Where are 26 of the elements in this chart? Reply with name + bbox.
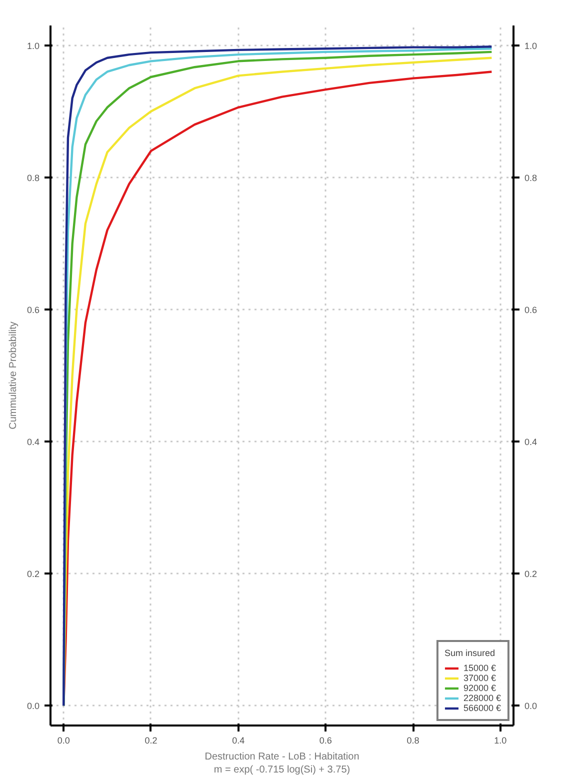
y2-tick-label: 0.8	[524, 172, 538, 183]
y2-tick-label: 0.4	[524, 437, 538, 448]
legend-label: 37000 €	[463, 673, 496, 683]
x-tick-label: 0.6	[319, 736, 332, 746]
legend-label: 566000 €	[463, 703, 501, 713]
legend-label: 15000 €	[463, 663, 496, 673]
legend-label: 92000 €	[463, 683, 496, 693]
x-axis-title: Destruction Rate - LoB : Habitation m = exp( -0.715 log(Si) + 3.75)	[204, 752, 360, 776]
legend-title: Sum insured	[444, 648, 496, 658]
x-tick-label: 0.2	[144, 736, 158, 746]
legend-label: 228000 €	[463, 693, 501, 703]
y-tick-label: 0.4	[26, 437, 40, 448]
y-tick-label: 0.6	[26, 304, 40, 315]
y-tick-label: 0.0	[26, 701, 40, 712]
y-axis-title: Cummulative Probability	[8, 322, 19, 430]
x-tick-label: 0.4	[232, 736, 245, 746]
y2-tick-label: 0.0	[524, 701, 538, 712]
y2-tick-label: 0.2	[524, 569, 538, 580]
y2-tick-label: 0.6	[524, 304, 538, 315]
y-tick-label: 0.2	[26, 569, 40, 580]
x-tick-label: 0.0	[57, 736, 70, 746]
x-tick-label: 1.0	[494, 736, 507, 746]
y-tick-label: 0.8	[26, 172, 40, 183]
x-tick-label: 0.8	[406, 736, 420, 746]
y-tick-label: 1.0	[26, 40, 40, 51]
y2-tick-label: 1.0	[524, 40, 538, 51]
